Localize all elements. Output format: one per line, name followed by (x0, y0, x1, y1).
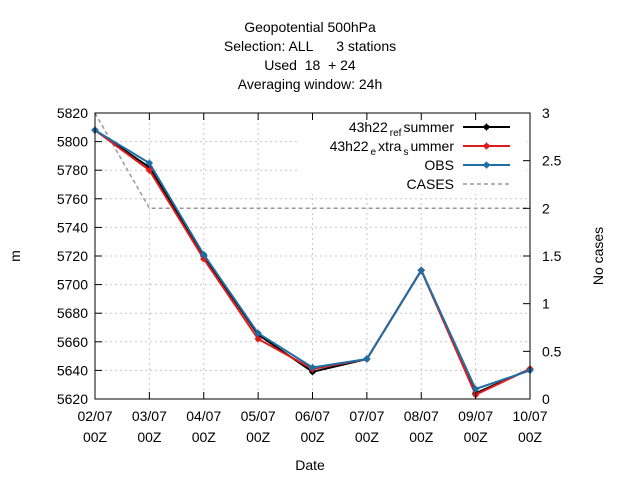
legend-label: OBS (424, 157, 454, 173)
y2-tick-label: 2 (542, 200, 550, 216)
y-axis-label: m (7, 250, 23, 262)
x-tick-label-date: 04/07 (186, 408, 221, 424)
y2-axis-label: No cases (590, 227, 606, 285)
title-line-0: Geopotential 500hPa (244, 19, 376, 35)
y-tick-label: 5680 (57, 305, 88, 321)
x-tick-label-time: 00Z (518, 429, 543, 445)
title-line-3: Averaging window: 24h (238, 76, 383, 92)
x-tick-label-time: 00Z (300, 429, 325, 445)
x-tick-label-time: 00Z (464, 429, 489, 445)
y2-axis-ticks: 0 0.5 1 1.5 2 2.5 3 (523, 105, 562, 407)
legend-label: CASES (407, 176, 454, 192)
title-line-1: Selection: ALL 3 stations (224, 38, 396, 54)
x-axis-label: Date (295, 457, 325, 473)
x-tick-label-time: 00Z (192, 429, 217, 445)
y2-tick-label: 1 (542, 296, 550, 312)
x-tick-label-time: 00Z (246, 429, 271, 445)
y2-tick-label: 0.5 (542, 343, 562, 359)
y-tick-label: 5620 (57, 391, 88, 407)
y-tick-label: 5740 (57, 219, 88, 235)
y-tick-label: 5780 (57, 162, 88, 178)
y-tick-label: 5760 (57, 191, 88, 207)
legend-entry-CASES: CASES (407, 176, 510, 192)
x-tick-label-date: 05/07 (241, 408, 276, 424)
legend-entry-43h22_extra_summer: 43h22 e xtra s ummer (330, 138, 510, 158)
y2-tick-label: 3 (542, 105, 550, 121)
y-tick-label: 5720 (57, 248, 88, 264)
y-axis-ticks: 5620 5640 5660 5680 5700 5720 5740 5760 5780 5800… (57, 105, 102, 407)
x-tick-label-time: 00Z (409, 429, 434, 445)
legend-label: 43h22 ref summer (349, 119, 455, 139)
x-tick-label-date: 08/07 (404, 408, 439, 424)
y-tick-label: 5700 (57, 277, 88, 293)
x-tick-label-date: 03/07 (132, 408, 167, 424)
legend-entry-43h22_ref_summer: 43h22 ref summer (349, 119, 510, 139)
y2-tick-label: 1.5 (542, 248, 562, 264)
x-tick-label-date: 02/07 (77, 408, 112, 424)
x-tick-label-date: 09/07 (458, 408, 493, 424)
legend-label: 43h22 e xtra s ummer (330, 138, 455, 158)
y-tick-label: 5660 (57, 334, 88, 350)
y-tick-label: 5800 (57, 134, 88, 150)
series-CASES (94, 112, 530, 210)
x-tick-label-time: 00Z (355, 429, 380, 445)
legend-entry-OBS: OBS (424, 157, 510, 173)
title-line-2: Used 18 + 24 (264, 57, 356, 73)
x-axis-ticks: 02/07 00Z 03/07 00Z 04/07 00Z 05/07 00Z 06/07 00Z… (77, 113, 548, 445)
y2-tick-label: 0 (542, 391, 550, 407)
x-tick-label-date: 06/07 (295, 408, 330, 424)
x-tick-label-date: 10/07 (512, 408, 547, 424)
x-tick-label-time: 00Z (83, 429, 108, 445)
y2-tick-label: 2.5 (542, 153, 562, 169)
x-tick-label-time: 00Z (137, 429, 162, 445)
series-line (94, 112, 530, 210)
chart-title: Geopotential 500hPa Selection: ALL 3 stat… (224, 19, 396, 92)
series-layer (91, 112, 534, 399)
x-tick-label-date: 07/07 (349, 408, 384, 424)
y-tick-label: 5820 (57, 105, 88, 121)
y-tick-label: 5640 (57, 362, 88, 378)
